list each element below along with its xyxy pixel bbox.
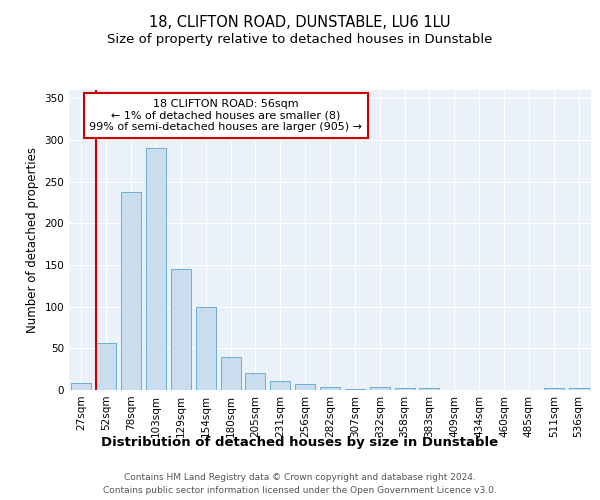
Bar <box>395 388 415 390</box>
Bar <box>544 388 563 390</box>
Bar <box>146 148 166 390</box>
Bar <box>345 389 365 390</box>
Bar <box>295 384 315 390</box>
Text: Size of property relative to detached houses in Dunstable: Size of property relative to detached ho… <box>107 32 493 46</box>
Bar <box>221 356 241 390</box>
Bar <box>97 342 116 390</box>
Y-axis label: Number of detached properties: Number of detached properties <box>26 147 39 333</box>
Text: Contains HM Land Registry data © Crown copyright and database right 2024.
Contai: Contains HM Land Registry data © Crown c… <box>103 474 497 495</box>
Bar <box>419 388 439 390</box>
Text: Distribution of detached houses by size in Dunstable: Distribution of detached houses by size … <box>101 436 499 449</box>
Bar <box>196 306 215 390</box>
Text: 18 CLIFTON ROAD: 56sqm
← 1% of detached houses are smaller (8)
99% of semi-detac: 18 CLIFTON ROAD: 56sqm ← 1% of detached … <box>89 99 362 132</box>
Bar <box>320 386 340 390</box>
Bar <box>71 384 91 390</box>
Bar <box>271 381 290 390</box>
Bar <box>569 388 589 390</box>
Bar <box>171 269 191 390</box>
Bar <box>370 386 389 390</box>
Bar <box>121 192 141 390</box>
Text: 18, CLIFTON ROAD, DUNSTABLE, LU6 1LU: 18, CLIFTON ROAD, DUNSTABLE, LU6 1LU <box>149 15 451 30</box>
Bar <box>245 374 265 390</box>
